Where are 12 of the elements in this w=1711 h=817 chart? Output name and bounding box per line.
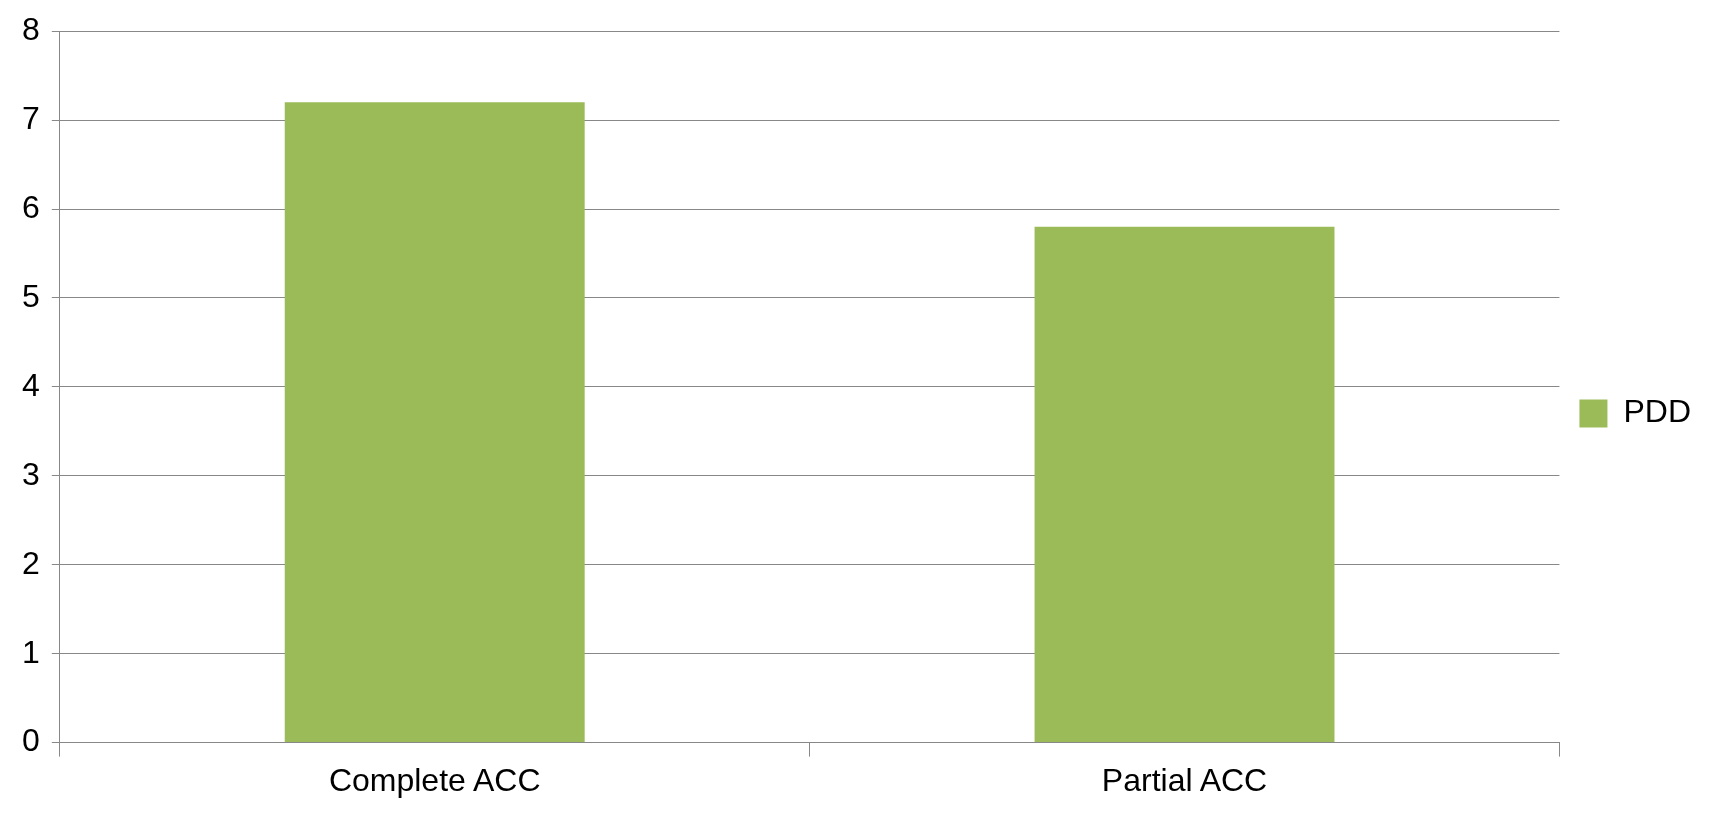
y-tick-label: 7 <box>22 99 40 136</box>
x-tick-label: Partial ACC <box>1101 761 1268 798</box>
y-tick-label: 6 <box>22 188 40 225</box>
y-tick-label: 0 <box>22 722 40 759</box>
legend-label: PDD <box>1623 393 1691 430</box>
y-tick-label: 1 <box>22 633 40 670</box>
y-tick-label: 4 <box>22 366 40 403</box>
y-tick-label: 5 <box>22 277 40 314</box>
y-tick-label: 2 <box>22 544 40 581</box>
y-tick-label: 3 <box>22 455 40 492</box>
y-tick-label: 8 <box>22 11 40 48</box>
x-tick-label: Complete ACC <box>328 761 541 798</box>
